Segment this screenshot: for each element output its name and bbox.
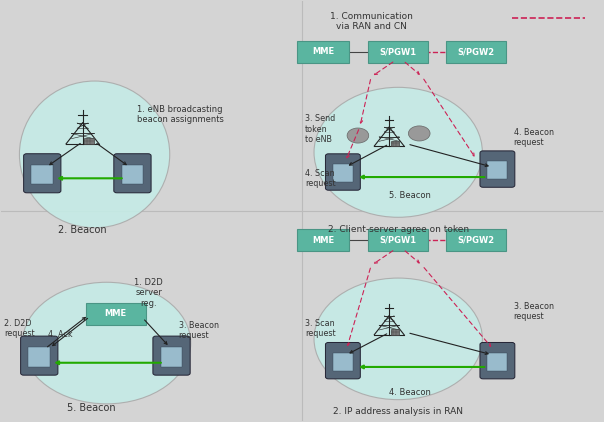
Text: MME: MME <box>312 236 334 245</box>
FancyBboxPatch shape <box>480 343 515 379</box>
Text: 2. Client-server agree on token: 2. Client-server agree on token <box>327 225 469 234</box>
Text: 4. Beacon
request: 4. Beacon request <box>513 128 554 147</box>
FancyBboxPatch shape <box>446 230 506 251</box>
FancyBboxPatch shape <box>86 303 146 325</box>
FancyBboxPatch shape <box>368 41 428 62</box>
Text: S/PGW1: S/PGW1 <box>380 47 417 56</box>
Bar <box>333 353 353 371</box>
Text: 1. Communication
via RAN and CN: 1. Communication via RAN and CN <box>330 12 413 31</box>
Text: MME: MME <box>104 309 127 318</box>
Text: S/PGW2: S/PGW2 <box>458 236 495 245</box>
Circle shape <box>408 126 430 141</box>
Text: 2. Beacon: 2. Beacon <box>58 225 107 235</box>
Ellipse shape <box>19 81 170 228</box>
FancyBboxPatch shape <box>153 336 190 375</box>
Text: 5. Beacon: 5. Beacon <box>67 403 116 413</box>
Text: S/PGW2: S/PGW2 <box>458 47 495 56</box>
FancyBboxPatch shape <box>446 41 506 62</box>
Bar <box>161 347 182 367</box>
Ellipse shape <box>22 282 191 404</box>
Text: 1. eNB broadcasting
beacon assignments: 1. eNB broadcasting beacon assignments <box>137 105 223 124</box>
Ellipse shape <box>314 87 483 217</box>
Text: 3. Beacon
request: 3. Beacon request <box>179 321 219 340</box>
Text: 4. Ack: 4. Ack <box>48 330 72 339</box>
FancyBboxPatch shape <box>298 230 349 251</box>
Bar <box>31 165 53 184</box>
Bar <box>391 141 399 146</box>
Circle shape <box>347 128 368 143</box>
FancyBboxPatch shape <box>326 154 361 190</box>
FancyBboxPatch shape <box>480 151 515 187</box>
Text: MME: MME <box>312 47 334 56</box>
Text: 3. Scan
request: 3. Scan request <box>305 319 336 338</box>
Bar <box>121 165 143 184</box>
Text: 5. Beacon: 5. Beacon <box>390 191 431 200</box>
FancyBboxPatch shape <box>298 41 349 62</box>
Bar <box>28 347 50 367</box>
Text: 4. Scan
request: 4. Scan request <box>305 169 336 188</box>
Bar <box>487 161 507 179</box>
FancyBboxPatch shape <box>368 230 428 251</box>
Bar <box>84 138 94 144</box>
Text: 3. Beacon
request: 3. Beacon request <box>513 302 554 321</box>
Text: S/PGW1: S/PGW1 <box>380 236 417 245</box>
Ellipse shape <box>314 278 483 400</box>
Text: 3. Send
token
to eNB: 3. Send token to eNB <box>305 114 335 144</box>
FancyBboxPatch shape <box>21 336 58 375</box>
FancyBboxPatch shape <box>24 154 61 193</box>
Bar <box>487 353 507 371</box>
FancyBboxPatch shape <box>326 343 361 379</box>
Text: 4. Beacon: 4. Beacon <box>390 387 431 397</box>
Text: 2. IP address analysis in RAN: 2. IP address analysis in RAN <box>333 407 463 417</box>
Text: 2. D2D
request: 2. D2D request <box>4 319 35 338</box>
FancyBboxPatch shape <box>114 154 151 193</box>
Bar <box>391 330 399 335</box>
Text: 1. D2D
server
reg.: 1. D2D server reg. <box>134 278 163 308</box>
Bar <box>333 164 353 182</box>
